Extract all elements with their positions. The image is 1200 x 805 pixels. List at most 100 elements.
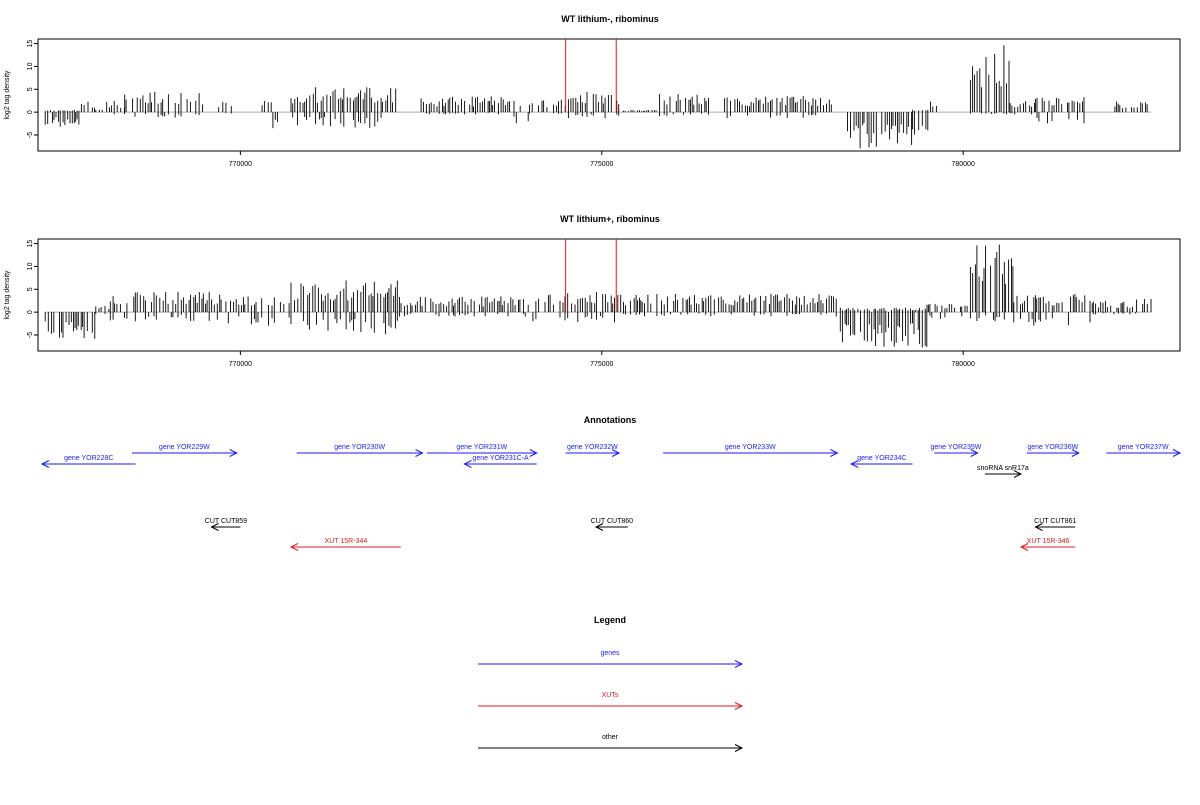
coverage-bars: [44, 45, 1152, 149]
x-tick-label: 775000: [590, 161, 613, 168]
x-axis: 770000 775000 780000: [229, 351, 975, 368]
annotations-title: Annotations: [584, 415, 637, 425]
feature-label: CUT CUT859: [205, 518, 247, 525]
annotation-feature: gene YOR230W: [296, 444, 424, 457]
annotation-features: gene YOR228C gene YOR229W gene YOR230W gene…: [40, 444, 1182, 551]
feature-label: XUT 15R-344: [325, 538, 368, 545]
coverage-bars: [44, 244, 1152, 348]
feature-arrowhead: [289, 543, 299, 551]
feature-label: gene YOR230W: [334, 444, 385, 451]
feature-label: CUT CUT861: [1034, 518, 1076, 525]
feature-label: snoRNA snR17a: [977, 465, 1029, 472]
feature-arrowhead: [1172, 449, 1182, 457]
y-axis: -5 0 5 10 15: [27, 40, 38, 138]
legend: Legend genes XUTs other: [478, 615, 744, 752]
legend-arrowhead: [734, 660, 744, 668]
annotation-feature: CUT CUT860: [591, 518, 633, 531]
feature-arrowhead: [1034, 523, 1043, 531]
feature-label: gene YOR231C-A: [472, 455, 529, 462]
feature-arrowhead: [1071, 449, 1080, 457]
legend-title: Legend: [594, 615, 626, 625]
annotation-feature: gene YOR229W: [131, 444, 238, 457]
x-tick-label: 780000: [951, 161, 974, 168]
panel-title: WT lithium-, ribominus: [561, 14, 659, 24]
coverage-panel-lithium-minus: WT lithium-, ribominus log2 tag density …: [4, 14, 1181, 168]
legend-label: genes: [600, 650, 620, 657]
feature-arrowhead: [970, 449, 979, 457]
feature-label: gene YOR234C: [857, 455, 906, 462]
annotation-feature: gene YOR235W: [931, 444, 982, 457]
feature-arrowhead: [529, 449, 538, 457]
annotation-feature: CUT CUT859: [205, 518, 247, 531]
feature-arrowhead: [463, 460, 472, 468]
annotation-feature: snoRNA snR17a: [977, 465, 1029, 478]
x-tick-label: 770000: [229, 361, 252, 368]
legend-item: other: [478, 734, 744, 752]
feature-arrowhead: [1013, 470, 1023, 478]
y-tick-label: -5: [27, 132, 34, 138]
y-tick-label: 0: [27, 310, 34, 314]
feature-arrowhead: [594, 523, 604, 531]
feature-label: gene YOR237W: [1118, 444, 1169, 451]
y-axis-label: log2 tag density: [4, 70, 11, 120]
x-axis: 770000 775000 780000: [229, 151, 975, 168]
feature-label: gene YOR235W: [931, 444, 982, 451]
panel-title: WT lithium+, ribominus: [560, 214, 660, 224]
annotation-feature: XUT 15R-346: [1019, 538, 1076, 551]
annotation-feature: gene YOR231W: [426, 444, 538, 457]
legend-item: XUTs: [478, 692, 744, 710]
y-axis: -5 0 5 10 15: [27, 240, 38, 338]
x-tick-label: 780000: [951, 361, 974, 368]
y-tick-label: 15: [27, 40, 34, 48]
feature-arrowhead: [830, 449, 839, 457]
feature-label: CUT CUT860: [591, 518, 633, 525]
y-tick-label: 0: [27, 110, 34, 114]
plot-frame: [37, 38, 1181, 152]
y-axis-label: log2 tag density: [4, 270, 11, 320]
legend-label: other: [602, 734, 619, 741]
feature-label: gene YOR232W: [567, 444, 618, 451]
annotation-feature: CUT CUT861: [1034, 518, 1077, 531]
annotation-feature: gene YOR231C-A: [463, 455, 537, 468]
feature-label: gene YOR233W: [725, 444, 776, 451]
feature-label: gene YOR236W: [1027, 444, 1078, 451]
legend-items: genes XUTs other: [478, 650, 744, 752]
legend-item: genes: [478, 650, 744, 668]
x-tick-label: 775000: [590, 361, 613, 368]
feature-label: gene YOR228C: [64, 455, 113, 462]
y-tick-label: 5: [27, 87, 34, 91]
legend-label: XUTs: [602, 692, 619, 699]
legend-arrowhead: [734, 744, 744, 752]
feature-arrowhead: [229, 449, 238, 457]
annotation-feature: gene YOR236W: [1026, 444, 1080, 457]
annotation-feature: XUT 15R-344: [289, 538, 401, 551]
feature-arrowhead: [611, 449, 621, 457]
feature-arrowhead: [850, 460, 859, 468]
plot-frame: [37, 238, 1181, 352]
feature-label: gene YOR229W: [159, 444, 210, 451]
feature-arrowhead: [1019, 543, 1029, 551]
annotation-feature: gene YOR232W: [565, 444, 621, 457]
x-tick-label: 770000: [229, 161, 252, 168]
feature-label: XUT 15R-346: [1027, 538, 1070, 545]
feature-label: gene YOR231W: [456, 444, 507, 451]
feature-arrowhead: [415, 449, 424, 457]
marker-lines: [565, 239, 617, 313]
y-tick-label: 10: [27, 62, 34, 70]
legend-arrowhead: [734, 702, 744, 710]
annotation-feature: gene YOR228C: [40, 455, 136, 468]
annotation-feature: gene YOR237W: [1106, 444, 1182, 457]
y-tick-label: -5: [27, 332, 34, 338]
coverage-panel-lithium-plus: WT lithium+, ribominus log2 tag density …: [4, 214, 1181, 368]
y-tick-label: 5: [27, 287, 34, 291]
feature-arrowhead: [40, 460, 50, 468]
feature-arrowhead: [210, 523, 219, 531]
y-tick-label: 10: [27, 262, 34, 270]
annotation-feature: gene YOR233W: [663, 444, 839, 457]
annotation-feature: gene YOR234C: [850, 455, 913, 468]
marker-lines: [565, 39, 617, 113]
y-tick-label: 15: [27, 240, 34, 248]
